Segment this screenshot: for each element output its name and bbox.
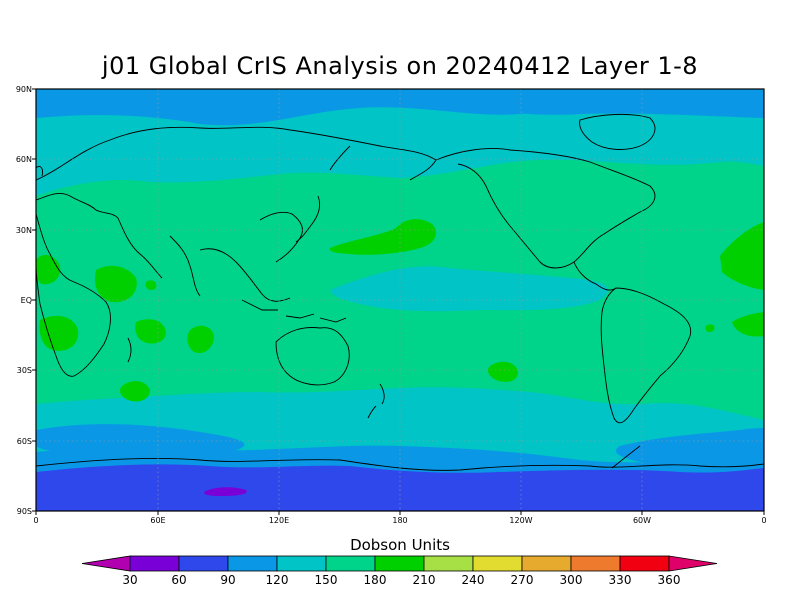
coast-antarctic-peninsula (611, 445, 641, 469)
coast-australia (275, 327, 350, 386)
colorbar-arrow-high (668, 555, 718, 572)
band-120-150-eq-pacific (330, 266, 609, 312)
band-180-210-n-pacific (329, 219, 436, 255)
x-label-180: 180 (392, 516, 408, 525)
y-label-60s: 60S (16, 437, 32, 446)
colorbar-swatch (325, 555, 376, 572)
band-30-60-spot (204, 487, 247, 496)
coast-central-america (573, 261, 617, 291)
x-label-120w: 120W (509, 516, 533, 525)
colorbar-label: 180 (363, 573, 387, 587)
colorbar-swatch (619, 555, 670, 572)
coast-arabia-india (117, 217, 201, 297)
colorbar-label: 30 (122, 573, 138, 587)
band-90-120-s-indian (36, 424, 245, 456)
colorbar-swatch (276, 555, 327, 572)
colorbar-arrow-low (81, 555, 131, 572)
coastlines (36, 113, 764, 471)
coast-new-zealand (367, 383, 385, 419)
colorbar-label: 300 (559, 573, 583, 587)
coast-antarctica (36, 457, 764, 471)
x-label-120e: 120E (268, 516, 290, 525)
x-label-60e: 60E (150, 516, 166, 525)
colorbar-label: 270 (510, 573, 534, 587)
band-180-210-s-africa (39, 315, 79, 351)
band-90-120-s-east (616, 428, 764, 466)
y-label-90s: 90S (16, 507, 32, 516)
colorbar-label: 360 (657, 573, 681, 587)
band-180-210-arabia (94, 265, 137, 303)
colorbar (81, 555, 718, 572)
y-label-60n: 60N (15, 155, 32, 164)
band-180-210-s-pacific (488, 361, 518, 382)
colorbar-label: 120 (265, 573, 289, 587)
coast-africa (36, 213, 111, 377)
coast-eurasia-north (36, 126, 437, 181)
coast-indonesia (241, 299, 347, 323)
x-label-60w: 60W (632, 516, 652, 525)
colorbar-swatch (472, 555, 523, 572)
coast-japan (295, 145, 351, 243)
colorbar-label: 60 (171, 573, 187, 587)
y-label-90n: 90N (15, 85, 32, 94)
coast-south-america (600, 287, 692, 424)
colorbar-label: 240 (461, 573, 485, 587)
colorbar-label: 150 (314, 573, 338, 587)
x-label-0: 0 (33, 516, 39, 525)
colorbar-swatch (178, 555, 229, 572)
colorbar-swatch (227, 555, 278, 572)
colorbar-swatch (374, 555, 425, 572)
coast-europe (36, 193, 119, 219)
band-180-210-small-1 (705, 324, 715, 333)
axis-ticks (32, 88, 765, 515)
band-60-90-south (36, 464, 764, 511)
units-label: Dobson Units (350, 536, 450, 554)
band-180-210-small-2 (145, 280, 157, 290)
colorbar-swatch (570, 555, 621, 572)
band-180-210-atlantic (720, 222, 764, 290)
graticule (36, 89, 764, 511)
x-label-0-east: 0 (761, 516, 767, 525)
y-label-30s: 30S (16, 366, 32, 375)
y-label-30n: 30N (15, 226, 32, 235)
coast-north-america (435, 148, 656, 269)
coast-se-asia (199, 211, 303, 302)
coast-madagascar (127, 337, 132, 363)
coast-greenland (579, 113, 656, 150)
colorbar-swatch (129, 555, 180, 572)
colorbar-swatch (423, 555, 474, 572)
band-180-210-s-atlantic (732, 312, 764, 337)
band-180-210-io-south (120, 381, 150, 402)
band-180-210-aus (187, 325, 214, 354)
colorbar-swatch (521, 555, 572, 572)
map-title: j01 Global CrIS Analysis on 20240412 Lay… (101, 52, 699, 80)
band-180-210-indian (135, 319, 166, 344)
y-label-eq: EQ (20, 296, 32, 305)
colorbar-label: 210 (412, 573, 436, 587)
colorbar-label: 90 (220, 573, 236, 587)
colorbar-label: 330 (608, 573, 632, 587)
coast-britain (36, 165, 43, 177)
